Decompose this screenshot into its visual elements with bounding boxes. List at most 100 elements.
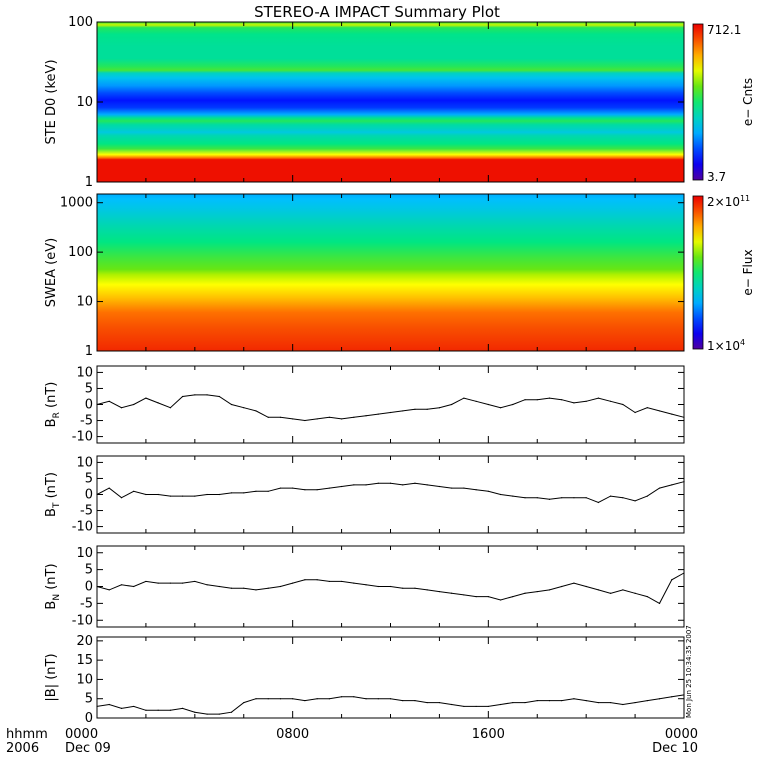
data-point	[610, 592, 612, 594]
data-point	[292, 698, 294, 700]
y-tick-label: 0	[85, 711, 93, 726]
data-point	[658, 487, 661, 489]
data-point	[377, 482, 379, 484]
data-point	[328, 580, 330, 583]
data-point	[597, 501, 599, 504]
y-axis-label-unit: (nT)	[44, 382, 59, 412]
data-point	[182, 495, 184, 497]
y-tick-label: 10	[76, 295, 93, 310]
timestamp-stamp: Mon Jun 25 10:34:35 2007	[685, 625, 693, 718]
data-point	[658, 410, 661, 412]
data-point	[255, 589, 257, 591]
data-point	[206, 584, 208, 586]
panel-2: 2×1011 1×104 e− Flux 1 10 100 1000 SWEA (eV)	[44, 193, 755, 359]
y-tick-label: 1000	[60, 196, 93, 211]
data-point	[120, 407, 123, 409]
data-point	[157, 493, 159, 496]
data-point	[438, 407, 441, 409]
data-point	[169, 582, 171, 584]
data-point	[634, 592, 636, 594]
data-point	[561, 497, 563, 499]
data-point	[610, 701, 612, 704]
data-point	[585, 700, 587, 702]
data-point	[426, 484, 428, 486]
data-point	[438, 485, 441, 488]
data-point	[377, 585, 379, 588]
data-point	[426, 589, 428, 591]
data-point	[169, 495, 171, 497]
colorbar	[692, 195, 704, 350]
y-axis-label: BN (nT)	[44, 563, 62, 609]
panel-frame	[96, 365, 685, 444]
data-point	[524, 701, 526, 704]
data-point	[573, 582, 575, 584]
data-point	[451, 487, 453, 489]
data-point	[463, 594, 465, 596]
data-point	[426, 408, 428, 410]
data-point	[365, 584, 367, 586]
data-point	[414, 587, 416, 589]
data-point	[610, 400, 612, 402]
data-point	[133, 403, 135, 406]
data-point	[108, 487, 110, 489]
y-tick-label: 20	[76, 634, 93, 649]
data-point	[512, 403, 514, 406]
data-point	[671, 579, 673, 581]
data-point	[597, 397, 599, 399]
time-tick-date: Dec 09	[65, 741, 111, 756]
data-point	[230, 492, 233, 494]
data-point	[585, 497, 587, 499]
panel-1: 712.1 3.7 e− Cnts 1 10 100 STE D0 (keV)	[44, 15, 755, 190]
data-point	[304, 579, 306, 581]
data-point	[536, 399, 538, 401]
y-axis-label-sub: R	[52, 412, 62, 418]
y-tick-label: -10	[72, 613, 93, 628]
data-point	[133, 705, 135, 708]
y-tick-label: 15	[76, 653, 93, 668]
data-point	[255, 410, 257, 412]
data-point	[646, 495, 648, 497]
data-point	[328, 487, 330, 489]
data-point	[353, 582, 355, 584]
data-point	[622, 589, 624, 591]
data-point	[292, 418, 294, 420]
data-point	[646, 700, 648, 702]
y-tick-label: 1	[85, 344, 93, 359]
data-point	[218, 395, 220, 398]
data-point	[157, 582, 159, 584]
y-axis-label-unit: (nT)	[44, 563, 59, 593]
data-point	[194, 495, 196, 497]
data-point	[524, 592, 526, 594]
data-point	[622, 497, 624, 499]
data-point	[634, 500, 636, 502]
data-point	[548, 700, 551, 702]
data-point	[463, 705, 465, 708]
time-tick-label: 0000	[65, 727, 98, 742]
time-tick-date: Dec 10	[652, 741, 698, 756]
data-point	[267, 416, 269, 418]
data-point	[622, 703, 624, 706]
data-point	[157, 402, 159, 404]
data-point	[108, 400, 110, 402]
data-point	[96, 585, 98, 588]
data-point	[279, 698, 282, 700]
data-point	[340, 580, 343, 583]
data-point	[96, 403, 98, 406]
data-point	[487, 403, 489, 406]
data-point	[499, 493, 502, 496]
y-tick-label: -10	[72, 520, 93, 535]
y-axis-label: |B| (nT)	[44, 653, 59, 701]
panel-frame	[96, 636, 685, 719]
data-point	[218, 713, 220, 715]
data-point	[389, 482, 392, 484]
y-axis-label: BR (nT)	[44, 382, 62, 428]
data-point	[108, 589, 110, 591]
y-tick-label: 0	[85, 488, 93, 503]
data-point	[292, 487, 294, 489]
data-point	[389, 585, 392, 588]
time-tick-label: 1600	[472, 727, 505, 742]
data-point	[646, 407, 648, 409]
data-point	[353, 484, 355, 486]
y-tick-label: 0	[85, 580, 93, 595]
data-point	[597, 701, 599, 704]
